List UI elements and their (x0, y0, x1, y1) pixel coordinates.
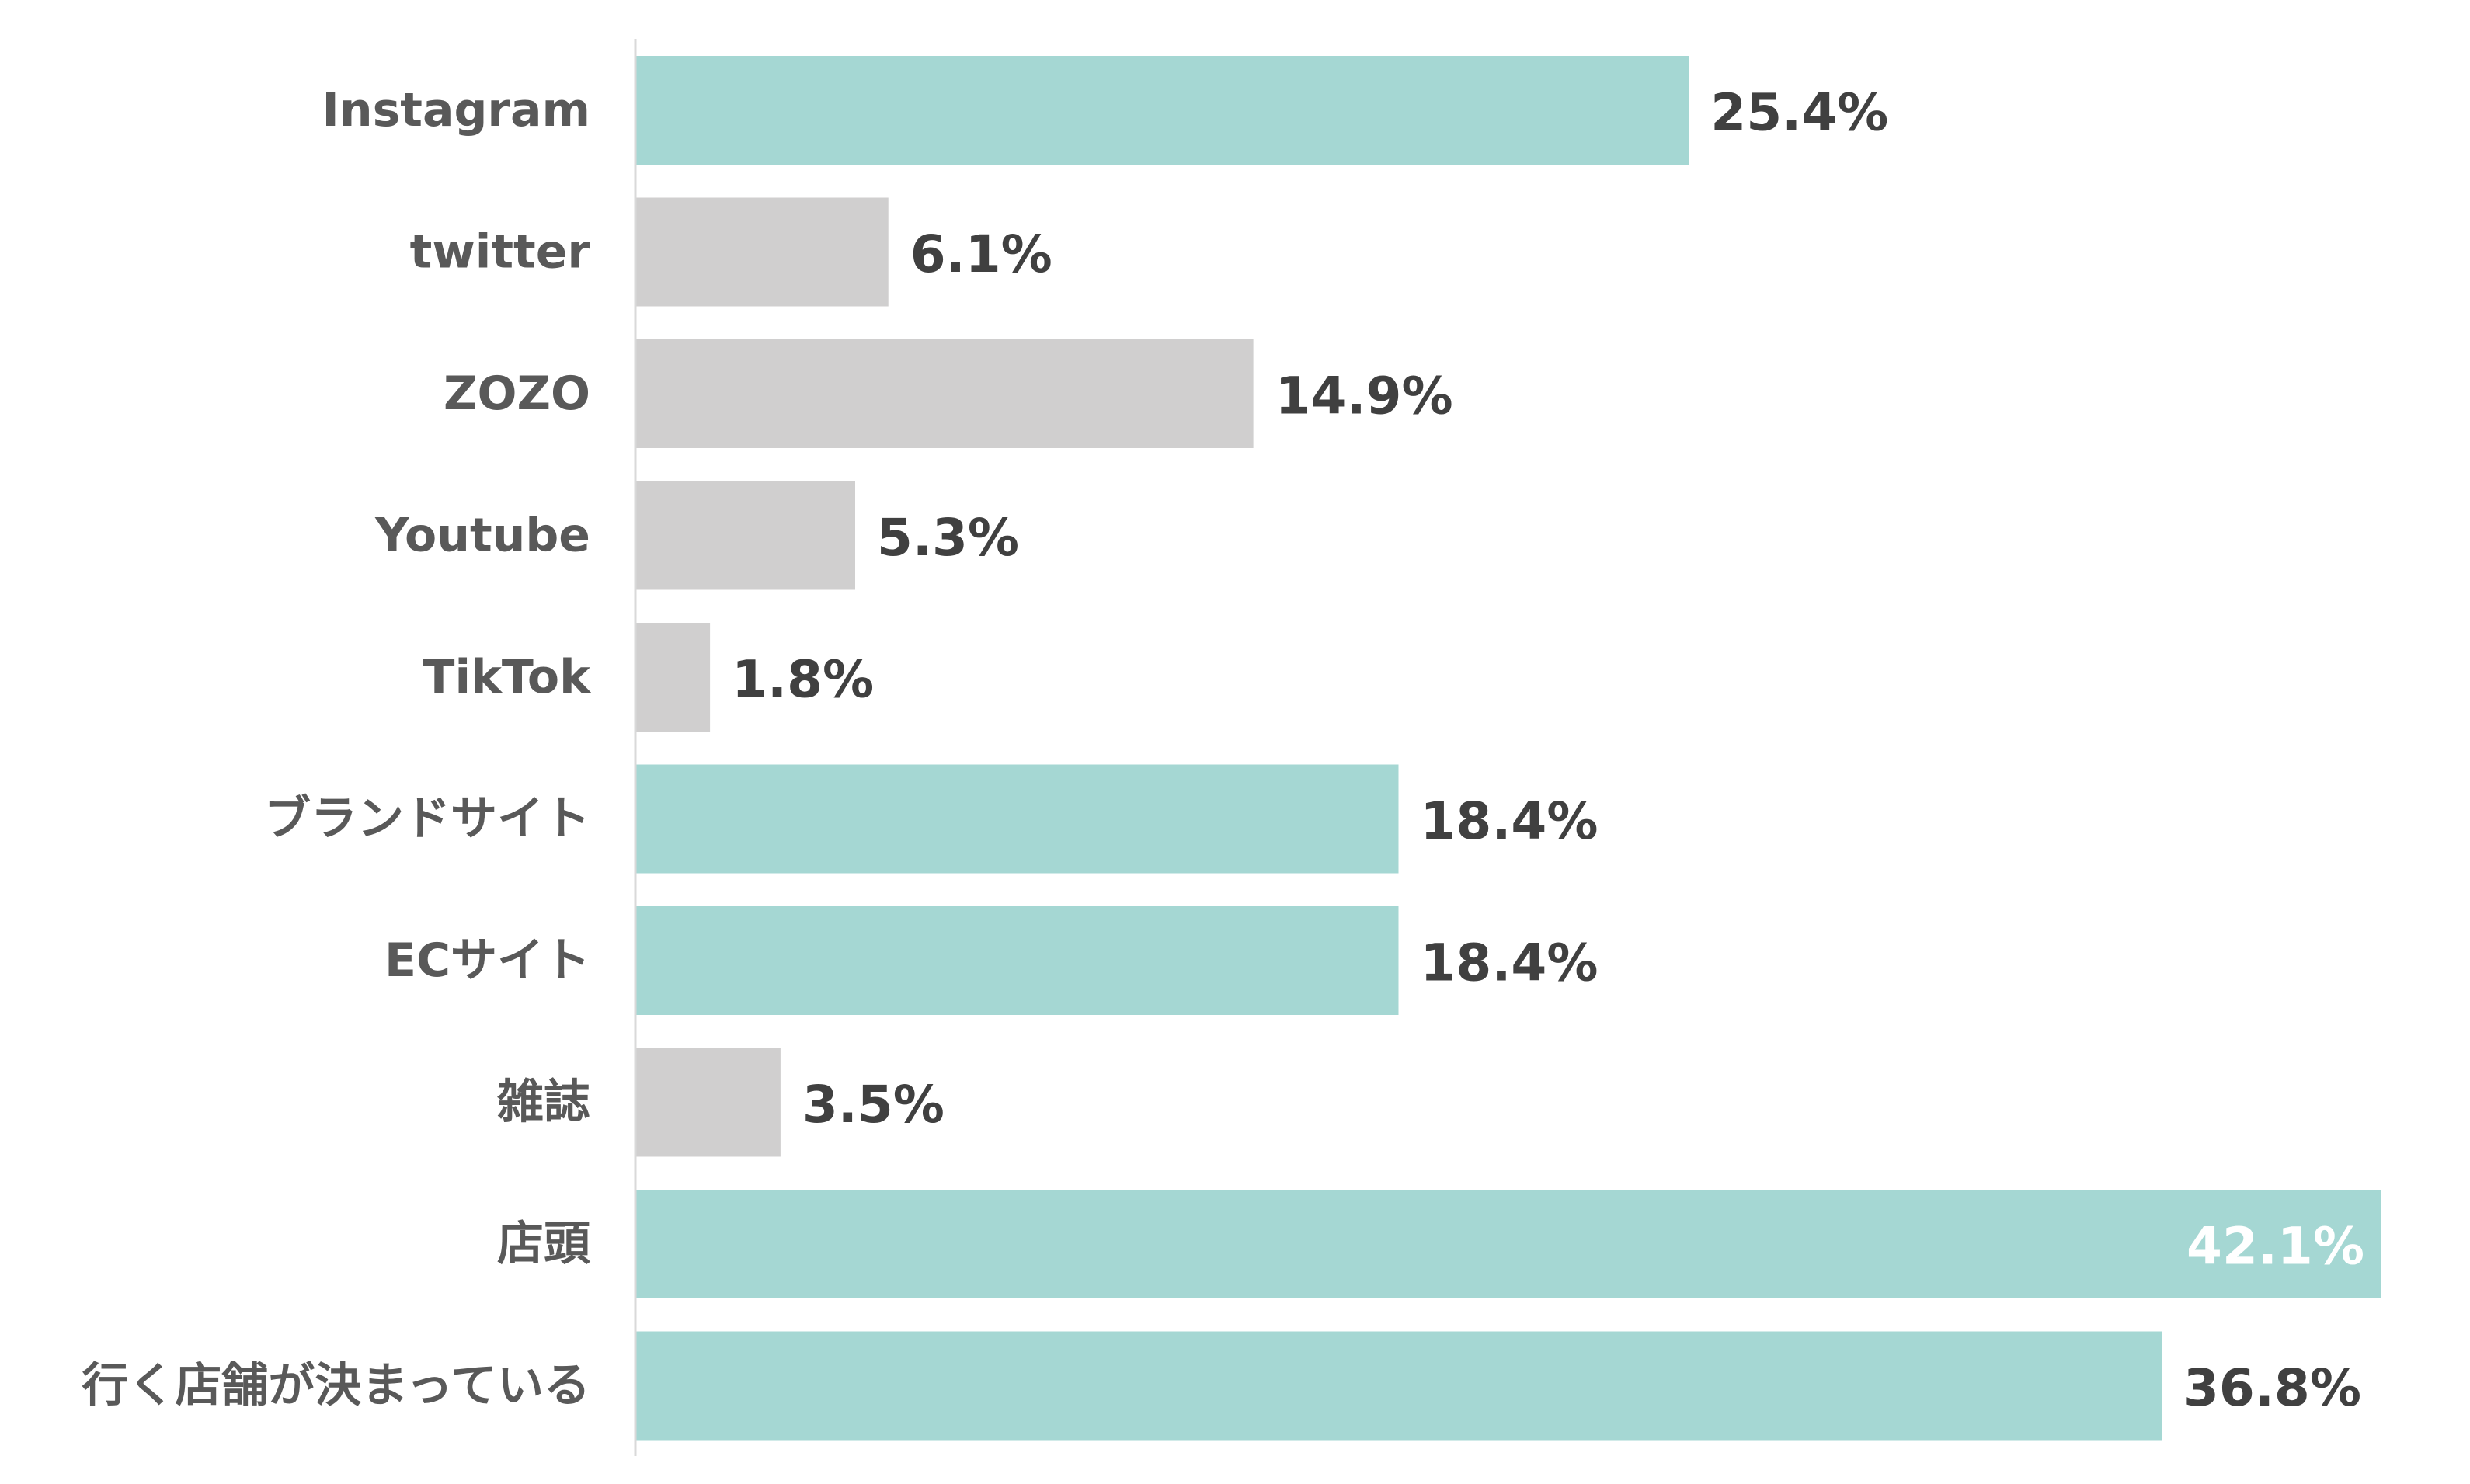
category-label: Youtube (374, 509, 590, 563)
bar (635, 1048, 781, 1157)
value-label: 42.1% (2186, 1217, 2364, 1277)
category-label: 行く店舗が決まっている (82, 1359, 590, 1413)
category-label: TikTok (423, 650, 593, 704)
bar (635, 339, 1254, 448)
category-label: ECサイト (384, 933, 590, 988)
bar (635, 623, 711, 732)
value-label: 18.4% (1420, 791, 1598, 851)
bar (635, 764, 1399, 874)
value-label: 36.8% (2183, 1358, 2361, 1418)
category-label: ブランドサイト (264, 792, 590, 846)
value-label: 5.3% (877, 508, 1019, 568)
bars-layer (635, 56, 2381, 1441)
value-label: 6.1% (910, 224, 1052, 284)
category-label: twitter (410, 225, 591, 280)
bar (635, 906, 1399, 1015)
bar (635, 56, 1689, 165)
bar (635, 1331, 2162, 1441)
value-label: 1.8% (732, 650, 874, 710)
bar (635, 197, 889, 307)
value-label: 25.4% (1710, 83, 1888, 143)
bar (635, 481, 856, 590)
labels-layer: Instagram 25.4% twitter 6.1% ZOZO 14.9% Youtub… (82, 83, 2364, 1419)
category-label: 店頭 (497, 1217, 591, 1271)
value-label: 18.4% (1420, 933, 1598, 993)
category-label: 雑誌 (496, 1076, 590, 1130)
value-label: 3.5% (802, 1075, 945, 1135)
value-label: 14.9% (1275, 367, 1453, 426)
category-label: Instagram (322, 83, 590, 137)
category-label: ZOZO (444, 367, 590, 421)
bar (635, 1190, 2381, 1298)
